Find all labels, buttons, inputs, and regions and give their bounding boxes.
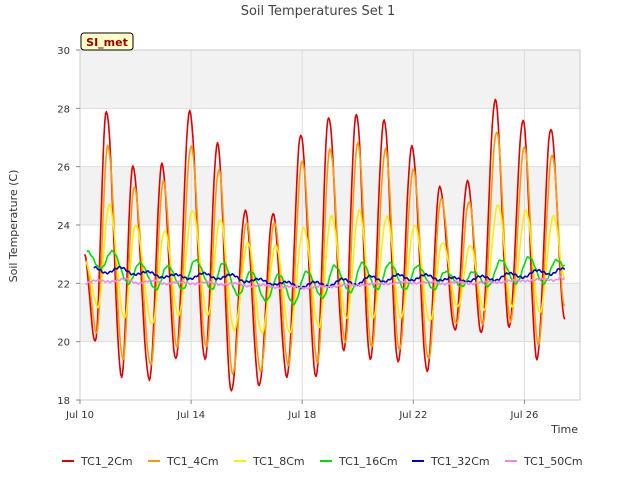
plot-band — [80, 50, 580, 109]
x-axis-label: Time — [550, 423, 578, 436]
legend-label: TC1_16Cm — [338, 455, 398, 468]
site-badge-box — [80, 32, 134, 51]
series-line-tc1-8cm — [85, 203, 566, 334]
x-tick-label: Jul 14 — [176, 410, 205, 421]
x-tick-label: Jul 10 — [65, 410, 94, 421]
legend-label: TC1_32Cm — [430, 455, 490, 468]
x-tick-label: Jul 22 — [398, 410, 427, 421]
chart-title: Soil Temperatures Set 1 — [241, 4, 396, 19]
legend-label: TC1_2Cm — [80, 455, 133, 468]
plot-band — [80, 166, 580, 225]
site-badge: SI_met — [80, 32, 134, 51]
y-tick-label: 28 — [57, 104, 70, 115]
y-tick-label: 20 — [57, 338, 70, 349]
y-tick-label: 24 — [57, 221, 70, 232]
y-tick-label: 22 — [57, 279, 70, 290]
y-axis-label: Soil Temperature (C) — [7, 170, 20, 283]
series-line-tc1-32cm — [93, 265, 566, 290]
legend-label: TC1_50Cm — [523, 455, 583, 468]
legend: TC1_2Cm TC1_4Cm TC1_8Cm TC1_16Cm TC1_32Cm TC1… — [62, 455, 583, 468]
series-line-tc1-16cm — [86, 249, 566, 306]
legend-label: TC1_8Cm — [252, 455, 305, 468]
y-axis-ticks: 18 20 22 24 26 28 30 — [57, 46, 80, 407]
legend-label: TC1_4Cm — [166, 455, 219, 468]
plot-band — [80, 283, 580, 342]
x-tick-label: Jul 26 — [509, 410, 538, 421]
y-tick-label: 30 — [57, 46, 70, 57]
x-tick-label: Jul 18 — [287, 410, 316, 421]
series-layer — [84, 98, 566, 392]
site-badge-label: SI_met — [86, 36, 128, 49]
y-tick-label: 26 — [57, 163, 70, 174]
series-line-tc1-50cm — [85, 275, 566, 290]
x-axis-ticks: Jul 10 Jul 14 Jul 18 Jul 22 Jul 26 — [65, 400, 538, 421]
y-tick-label: 18 — [57, 396, 70, 407]
